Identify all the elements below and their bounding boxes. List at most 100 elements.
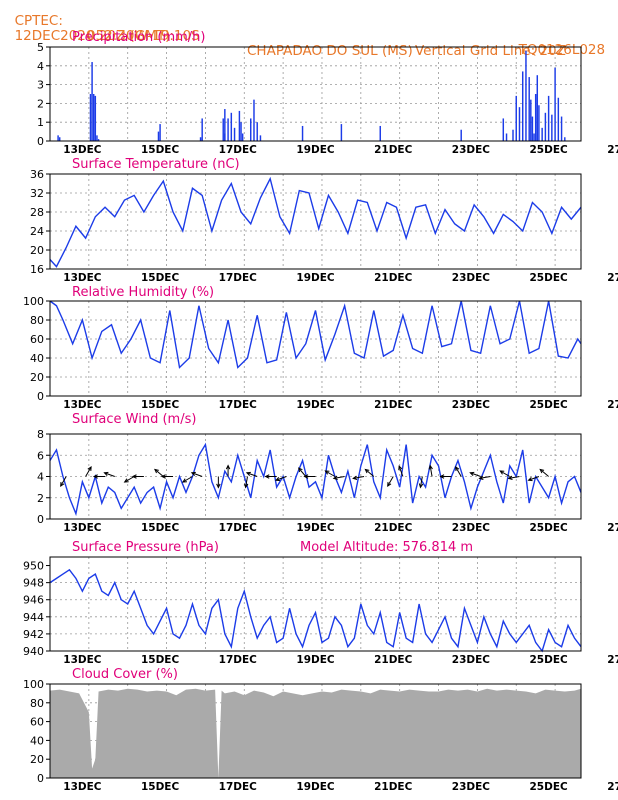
y-tick-label: 4 xyxy=(37,471,44,484)
wind-arrow-head xyxy=(364,468,370,474)
x-tick-label: 17DEC xyxy=(219,522,258,534)
wind-arrow-head xyxy=(245,471,251,476)
header-coords: 052:30W-19:10S xyxy=(87,28,200,44)
y-tick-label: 40 xyxy=(30,734,44,747)
y-tick-label: 60 xyxy=(30,716,44,729)
wind-arrow-head xyxy=(60,482,65,488)
wind-arrow xyxy=(333,476,345,479)
precip-bar xyxy=(547,95,550,141)
wind-arrow-head xyxy=(507,475,513,480)
x-tick-label: 25DEC xyxy=(530,144,569,156)
header-model-id: TQ0126L028 xyxy=(518,42,606,58)
wind-arrow-head xyxy=(398,465,403,471)
x-tick-label: 19DEC xyxy=(296,144,335,156)
wind-arrow-head xyxy=(264,474,270,479)
wind-arrow-head xyxy=(387,482,392,488)
panel-frame xyxy=(49,173,582,270)
y-tick-label: 2 xyxy=(37,97,44,110)
precip-bar xyxy=(340,124,343,141)
precip-bar xyxy=(544,112,547,141)
x-tick-label: 13DEC xyxy=(63,522,102,534)
wind-arrow-head xyxy=(303,474,309,479)
wind-arrow xyxy=(479,476,491,479)
precip-bar xyxy=(230,112,233,141)
wind-arrow-head xyxy=(87,465,92,471)
precip-bar xyxy=(525,50,527,142)
precip-bar xyxy=(505,133,508,141)
y-tick-label: 100 xyxy=(23,295,44,308)
y-tick-label: 16 xyxy=(30,263,44,276)
panel-frame xyxy=(49,556,582,652)
wind-arrow xyxy=(419,476,423,488)
y-tick-label: 0 xyxy=(37,772,44,785)
wind-arrow xyxy=(470,472,481,477)
wind-arrow xyxy=(387,476,394,487)
precip-bar xyxy=(460,129,462,141)
wind-arrow-head xyxy=(455,465,460,471)
header-line-3: TQ0126L028 xyxy=(510,28,606,58)
wind-arrow-head xyxy=(225,464,231,470)
wind-arrow-head xyxy=(539,468,545,474)
x-tick-label: 23DEC xyxy=(452,144,491,156)
x-tick-label: 19DEC xyxy=(296,654,335,666)
x-tick-label: 27DEC xyxy=(607,272,618,284)
wind-arrow-head xyxy=(274,477,281,482)
wind-arrow-head xyxy=(469,471,475,476)
wind-arrow xyxy=(85,466,92,477)
y-tick-label: 24 xyxy=(30,225,44,238)
precip-bar xyxy=(96,135,98,141)
y-tick-label: 0 xyxy=(37,513,44,526)
x-tick-label: 27DEC xyxy=(607,399,618,411)
precip-bar xyxy=(557,97,560,141)
precip-bar xyxy=(528,77,530,141)
y-tick-label: 948 xyxy=(23,577,44,590)
wind-arrow xyxy=(191,472,203,477)
x-tick-label: 23DEC xyxy=(452,399,491,411)
precip-bar xyxy=(58,137,61,141)
wind-arrow xyxy=(499,470,511,477)
x-tick-label: 13DEC xyxy=(63,399,102,411)
series-line xyxy=(49,176,582,268)
x-tick-label: 17DEC xyxy=(219,654,258,666)
wind-arrow xyxy=(154,469,164,477)
precip-bar xyxy=(199,137,202,141)
y-tick-label: 1 xyxy=(37,116,44,129)
wind-arrow-head xyxy=(92,474,98,479)
y-tick-label: 3 xyxy=(37,79,44,92)
x-tick-label: 15DEC xyxy=(141,399,180,411)
x-tick-label: 27DEC xyxy=(607,144,618,156)
y-tick-label: 28 xyxy=(30,206,44,219)
panel-title: Precipitation (mm/h) xyxy=(72,30,205,45)
precip-bar xyxy=(512,129,514,141)
series-line xyxy=(49,300,582,369)
wind-arrow-head xyxy=(244,483,249,489)
precip-bar xyxy=(224,109,226,141)
y-tick-label: 8 xyxy=(37,428,44,441)
x-tick-label: 21DEC xyxy=(374,654,413,666)
precip-bar xyxy=(564,137,566,141)
precip-bar xyxy=(531,116,534,141)
y-tick-label: 950 xyxy=(23,560,44,573)
panel-title: Relative Humidity (%) xyxy=(72,285,214,300)
y-tick-label: 0 xyxy=(37,390,44,403)
wind-arrow-head xyxy=(297,467,303,473)
precip-bar xyxy=(554,67,556,141)
wind-arrow-head xyxy=(352,475,358,480)
y-tick-label: 942 xyxy=(23,628,44,641)
x-tick-label: 27DEC xyxy=(607,654,618,666)
wind-arrow-head xyxy=(154,468,159,474)
precip-bar xyxy=(256,122,258,141)
x-tick-label: 25DEC xyxy=(530,522,569,534)
x-tick-label: 27DEC xyxy=(607,781,618,793)
wind-arrow xyxy=(539,469,549,477)
precip-bar xyxy=(94,95,97,141)
wind-arrow xyxy=(325,470,336,477)
panel-title: Surface Wind (m/s) xyxy=(72,412,196,427)
y-tick-label: 5 xyxy=(37,41,44,54)
x-tick-label: 13DEC xyxy=(63,272,102,284)
x-tick-label: 17DEC xyxy=(219,272,258,284)
precip-bar xyxy=(259,135,262,141)
wind-arrow xyxy=(528,476,540,481)
x-tick-label: 17DEC xyxy=(219,399,258,411)
